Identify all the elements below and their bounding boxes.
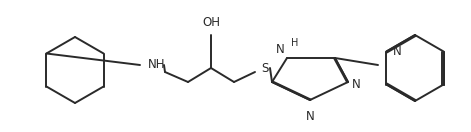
Text: NH: NH [148, 58, 165, 72]
Text: N: N [276, 43, 285, 56]
Text: S: S [261, 62, 268, 74]
Text: N: N [306, 110, 314, 123]
Text: N: N [392, 45, 401, 58]
Text: N: N [352, 77, 361, 91]
Text: OH: OH [202, 16, 220, 29]
Text: H: H [291, 38, 298, 48]
